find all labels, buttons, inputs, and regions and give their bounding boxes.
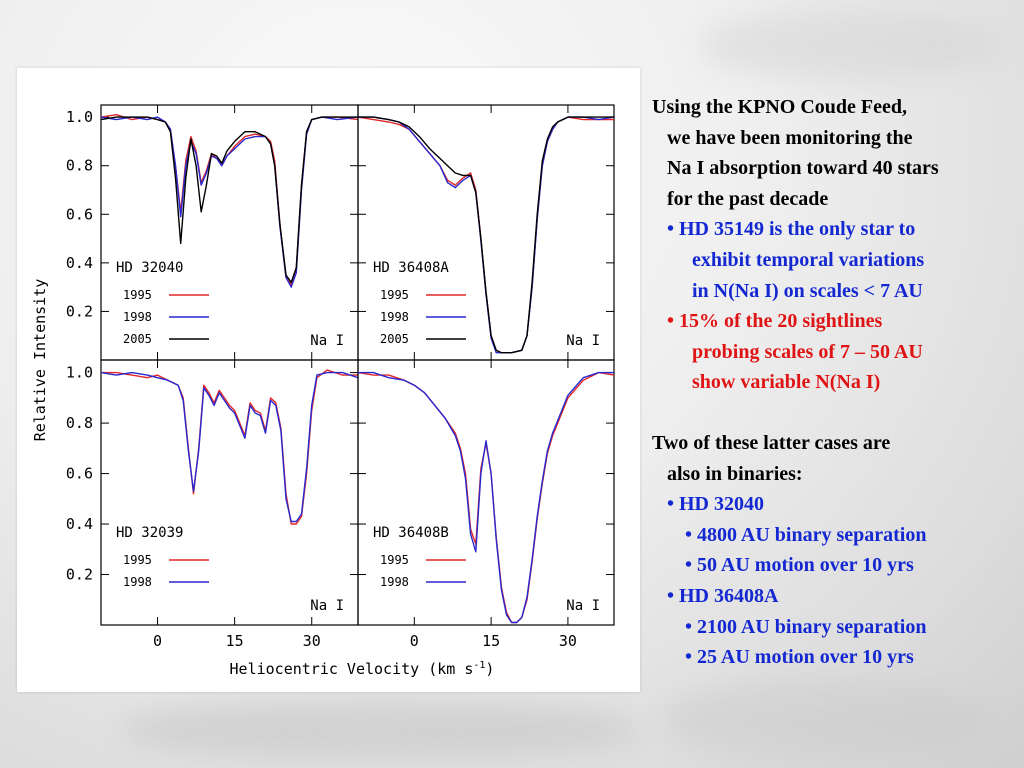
y-tick-label: 1.0 bbox=[66, 108, 93, 126]
binaries-heading: also in binaries: bbox=[667, 462, 803, 485]
x-axis-label: Heliocentric Velocity (km s-1) bbox=[230, 660, 495, 678]
y-tick-label: 0.4 bbox=[66, 254, 93, 272]
spectrum-panel-3: 0 15 30 0.2 0.4 0.6 0.8 1.0 HD 32039 1995 1998 Na I bbox=[66, 359, 359, 650]
intro-line: Na I absorption toward 40 stars bbox=[667, 157, 939, 180]
bullet-hd35149-cont: exhibit temporal variations bbox=[692, 248, 925, 271]
x-tick-label: 0 bbox=[153, 632, 162, 650]
panel-frame bbox=[357, 359, 615, 626]
sub-bullet: • 25 AU motion over 10 yrs bbox=[685, 646, 914, 669]
intro-line: for the past decade bbox=[667, 187, 829, 210]
intro-line: we have been monitoring the bbox=[667, 126, 913, 149]
spectrum-panel-4: 0 15 30 HD 36408B 1995 1998 Na I bbox=[357, 359, 615, 650]
legend-label: 1995 bbox=[380, 553, 409, 567]
legend-label: 1998 bbox=[123, 575, 152, 589]
panel-title: HD 32040 bbox=[116, 260, 183, 276]
series-line-2005 bbox=[358, 116, 614, 354]
legend-label: 1995 bbox=[123, 553, 152, 567]
panel-title: HD 32039 bbox=[116, 525, 183, 541]
series-line-2005 bbox=[100, 116, 358, 284]
spectrum-panel-2: HD 36408A 1995 1998 2005 Na I bbox=[357, 104, 615, 361]
y-tick-label: 1.0 bbox=[66, 364, 93, 382]
x-axis-label-main: Heliocentric Velocity (km s bbox=[230, 660, 474, 678]
y-tick-label: 0.8 bbox=[66, 414, 93, 432]
text-panel: Using the KPNO Coude Feed, we have been … bbox=[652, 92, 1022, 673]
y-tick-label: 0.6 bbox=[66, 205, 93, 223]
legend-label: 1998 bbox=[380, 310, 409, 324]
species-annotation: Na I bbox=[566, 598, 600, 614]
background-streak bbox=[660, 680, 990, 760]
spacer bbox=[652, 398, 1022, 428]
panel-title: HD 36408A bbox=[373, 260, 449, 276]
panel-title: HD 36408B bbox=[373, 525, 449, 541]
bullet-hd35149: • HD 35149 is the only star to bbox=[667, 218, 916, 241]
legend-label: 2005 bbox=[380, 332, 409, 346]
intro-line: Using the KPNO Coude Feed, bbox=[652, 96, 907, 118]
bullet-fifteen-percent-cont: show variable N(Na I) bbox=[692, 371, 881, 394]
y-tick-label: 0.6 bbox=[66, 465, 93, 483]
legend-label: 1998 bbox=[380, 575, 409, 589]
series-line-1998 bbox=[358, 116, 615, 354]
legend-label: 1998 bbox=[123, 310, 152, 324]
background-streak bbox=[700, 10, 1000, 80]
legend-label: 1995 bbox=[380, 288, 409, 302]
x-axis-label-end: ) bbox=[485, 660, 494, 678]
bullet-hd32040: • HD 32040 bbox=[667, 493, 765, 516]
series-line-1998 bbox=[358, 371, 614, 624]
y-tick-label: 0.4 bbox=[66, 515, 93, 533]
species-annotation: Na I bbox=[566, 333, 600, 349]
sub-bullet: • 4800 AU binary separation bbox=[685, 523, 927, 546]
background-streak bbox=[120, 700, 640, 760]
x-tick-label: 0 bbox=[410, 632, 419, 650]
bullet-fifteen-percent: • 15% of the 20 sightlines bbox=[667, 310, 883, 333]
legend-label: 2005 bbox=[123, 332, 152, 346]
legend-label: 1995 bbox=[123, 288, 152, 302]
bullet-hd36408a: • HD 36408A bbox=[667, 584, 779, 607]
x-tick-label: 30 bbox=[559, 632, 577, 650]
series-line-1998 bbox=[100, 371, 359, 523]
series-line-1995 bbox=[101, 369, 358, 525]
x-tick-label: 15 bbox=[226, 632, 244, 650]
binaries-heading: Two of these latter cases are bbox=[652, 431, 891, 454]
bullet-fifteen-percent-cont: probing scales of 7 – 50 AU bbox=[692, 340, 923, 363]
x-axis-label-superscript: -1 bbox=[473, 660, 485, 671]
y-tick-label: 0.2 bbox=[66, 302, 93, 320]
bullet-hd35149-cont: in N(Na I) on scales < 7 AU bbox=[692, 279, 923, 302]
y-axis-label: Relative Intensity bbox=[31, 279, 49, 442]
sub-bullet: • 2100 AU binary separation bbox=[685, 615, 927, 638]
y-tick-label: 0.2 bbox=[66, 566, 93, 584]
sub-bullet: • 50 AU motion over 10 yrs bbox=[685, 554, 914, 577]
x-tick-label: 15 bbox=[482, 632, 500, 650]
spectrum-panel-1: 0.2 0.4 0.6 0.8 1.0 HD 32040 1995 1998 2005 Na I bbox=[66, 104, 359, 361]
y-tick-label: 0.8 bbox=[66, 157, 93, 175]
species-annotation: Na I bbox=[310, 333, 344, 349]
species-annotation: Na I bbox=[310, 598, 344, 614]
x-tick-label: 30 bbox=[303, 632, 321, 650]
